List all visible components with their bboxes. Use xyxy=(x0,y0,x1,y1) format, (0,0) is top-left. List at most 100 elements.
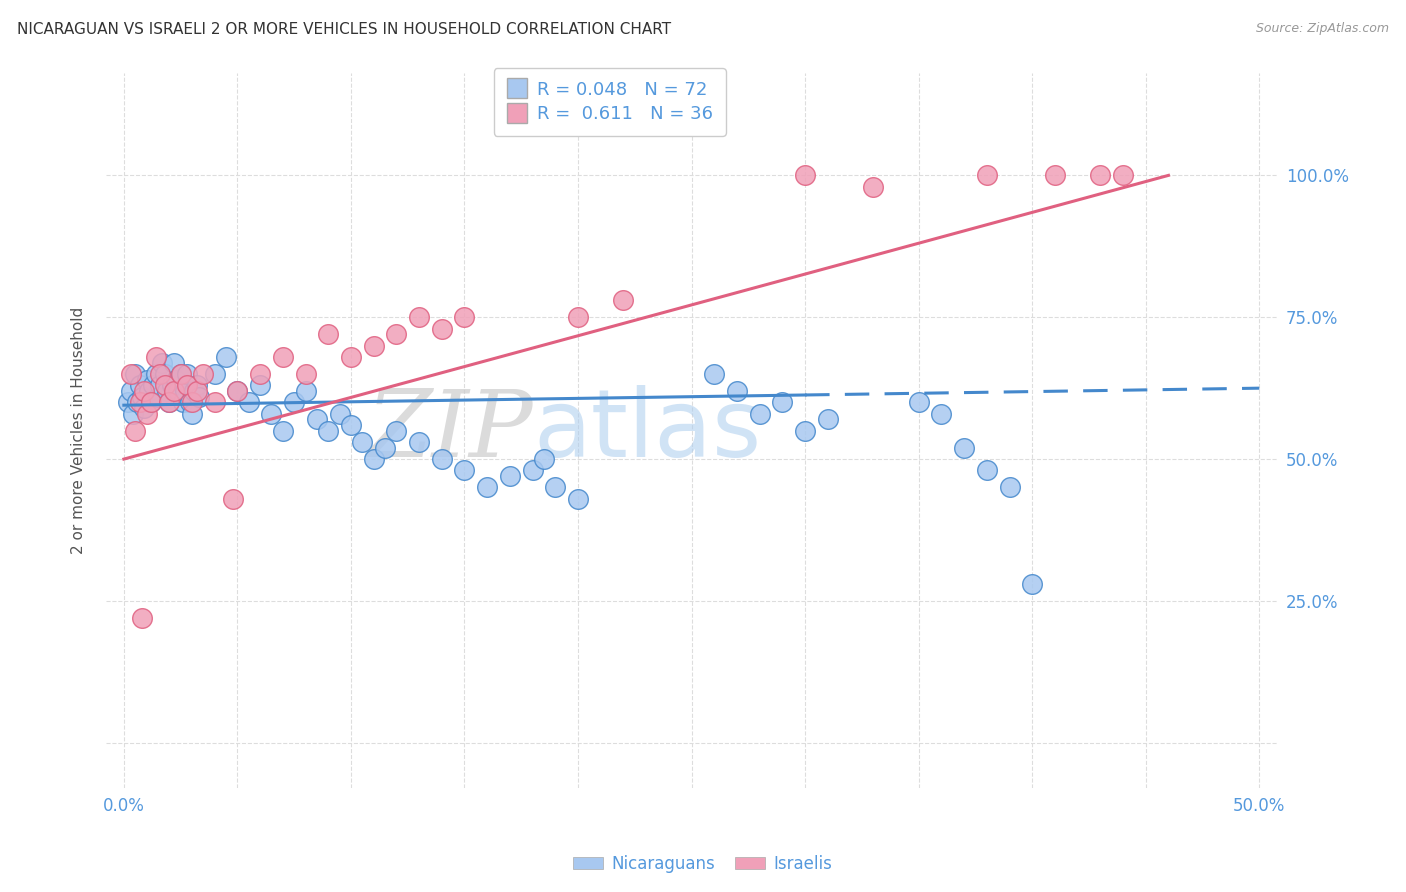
Point xyxy=(117,395,139,409)
Point xyxy=(703,367,725,381)
Point xyxy=(204,367,226,381)
Point xyxy=(385,424,408,438)
Point xyxy=(149,378,172,392)
Point xyxy=(124,367,146,381)
Point xyxy=(222,491,245,506)
Point xyxy=(305,412,328,426)
Point xyxy=(499,469,522,483)
Point xyxy=(157,395,180,409)
Point xyxy=(567,310,589,325)
Point xyxy=(794,169,817,183)
Point xyxy=(152,356,174,370)
Point xyxy=(156,384,179,398)
Point xyxy=(131,390,153,404)
Point xyxy=(181,407,204,421)
Point xyxy=(169,367,191,381)
Point xyxy=(931,407,953,421)
Point xyxy=(127,395,149,409)
Point xyxy=(976,463,998,477)
Point xyxy=(316,327,339,342)
Point xyxy=(193,367,215,381)
Point xyxy=(612,293,634,308)
Point xyxy=(167,384,190,398)
Point xyxy=(163,356,186,370)
Point xyxy=(215,350,238,364)
Point xyxy=(157,395,180,409)
Point xyxy=(183,384,205,398)
Point xyxy=(145,367,167,381)
Point xyxy=(408,310,430,325)
Point xyxy=(408,435,430,450)
Point xyxy=(976,169,998,183)
Point xyxy=(181,395,204,409)
Point xyxy=(329,407,352,421)
Point xyxy=(165,373,187,387)
Point xyxy=(374,441,396,455)
Point xyxy=(260,407,283,421)
Text: Source: ZipAtlas.com: Source: ZipAtlas.com xyxy=(1256,22,1389,36)
Point xyxy=(283,395,305,409)
Point xyxy=(238,395,260,409)
Point xyxy=(176,378,198,392)
Point xyxy=(817,412,839,426)
Point xyxy=(477,480,499,494)
Point xyxy=(169,367,191,381)
Point xyxy=(139,395,162,409)
Point xyxy=(316,424,339,438)
Point xyxy=(340,418,363,433)
Point xyxy=(186,384,208,398)
Point xyxy=(135,373,157,387)
Point xyxy=(163,384,186,398)
Point xyxy=(153,367,176,381)
Point xyxy=(139,395,162,409)
Point xyxy=(1090,169,1112,183)
Point xyxy=(160,378,183,392)
Point xyxy=(153,378,176,392)
Point xyxy=(187,390,209,404)
Point xyxy=(725,384,748,398)
Point xyxy=(138,384,160,398)
Point xyxy=(186,378,208,392)
Point xyxy=(145,350,167,364)
Point xyxy=(294,367,316,381)
Point xyxy=(862,179,884,194)
Point xyxy=(567,491,589,506)
Point xyxy=(430,321,453,335)
Point xyxy=(271,424,294,438)
Legend: Nicaraguans, Israelis: Nicaraguans, Israelis xyxy=(567,848,839,880)
Point xyxy=(770,395,793,409)
Y-axis label: 2 or more Vehicles in Household: 2 or more Vehicles in Household xyxy=(72,307,86,554)
Point xyxy=(174,384,197,398)
Point xyxy=(453,463,475,477)
Point xyxy=(249,378,271,392)
Point xyxy=(794,424,817,438)
Point xyxy=(998,480,1021,494)
Point xyxy=(363,452,385,467)
Point xyxy=(1021,577,1043,591)
Point xyxy=(120,384,142,398)
Point xyxy=(249,367,271,381)
Point xyxy=(340,350,363,364)
Point xyxy=(748,407,770,421)
Point xyxy=(128,378,150,392)
Point xyxy=(953,441,976,455)
Point xyxy=(271,350,294,364)
Point xyxy=(179,395,201,409)
Point xyxy=(522,463,544,477)
Point xyxy=(122,407,145,421)
Point xyxy=(120,367,142,381)
Point xyxy=(176,367,198,381)
Point xyxy=(294,384,316,398)
Point xyxy=(385,327,408,342)
Text: atlas: atlas xyxy=(533,384,762,476)
Point xyxy=(1112,169,1135,183)
Point xyxy=(453,310,475,325)
Point xyxy=(226,384,249,398)
Point xyxy=(142,378,165,392)
Point xyxy=(131,611,153,625)
Point xyxy=(1043,169,1066,183)
Point xyxy=(149,367,172,381)
Point xyxy=(544,480,567,494)
Point xyxy=(533,452,555,467)
Point xyxy=(134,384,156,398)
